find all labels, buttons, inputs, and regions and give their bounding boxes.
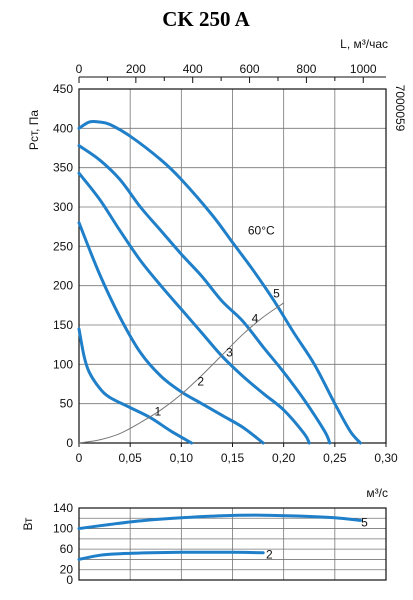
series-line-5: [77, 119, 362, 445]
top-axis-tick-label: 600: [240, 62, 260, 76]
series-line-1: [77, 327, 194, 445]
y-tick-label: 150: [53, 318, 73, 332]
x-tick-label: 0: [76, 451, 83, 465]
top-axis-tick-label: 200: [126, 62, 146, 76]
curve-label: 1: [154, 405, 161, 419]
y-axis-label: Рст, Па: [27, 110, 41, 150]
y-tick-label: 20: [60, 563, 74, 577]
series-line-3: [77, 171, 311, 445]
y-tick-label: 100: [53, 357, 73, 371]
power-plot: 020 60 100 140 5 2: [53, 501, 387, 587]
x-tick-label: 0,30: [374, 451, 398, 465]
temperature-annotation: 60°C: [248, 224, 275, 238]
x-tick-label: 0,20: [272, 451, 296, 465]
y-tick-label: 300: [53, 200, 73, 214]
series-line-4: [77, 144, 332, 445]
curve-label: 5: [273, 287, 280, 301]
plot-frame: [78, 507, 387, 581]
system-curve: [78, 302, 284, 444]
x-tick-label: 0,25: [323, 451, 347, 465]
curve-label: 2: [266, 547, 273, 561]
y-tick-label: 400: [53, 121, 73, 135]
series-line-2: [77, 221, 265, 445]
curve-label: 4: [252, 312, 259, 326]
y-tick-label: 60: [60, 542, 74, 556]
top-axis-label: L, м³/час: [340, 37, 388, 51]
curve-label: 2: [197, 375, 204, 389]
y-tick-label: 100: [53, 522, 73, 536]
y-tick-label: 140: [53, 501, 73, 515]
top-axis-tick-label: 1000: [350, 62, 377, 76]
x-axis-label: м³/с: [366, 486, 388, 500]
series-line-5: [77, 513, 362, 531]
y-tick-label: 0: [66, 436, 73, 450]
code-label: 7000059: [393, 85, 407, 132]
x-tick-label: 0,15: [221, 451, 245, 465]
y-tick-label: 0: [66, 573, 73, 587]
y-tick-label: 250: [53, 239, 73, 253]
x-tick-label: 0,10: [170, 451, 194, 465]
curve-label: 5: [361, 515, 368, 529]
x-tick-label: 0,05: [118, 451, 142, 465]
power-axis-label: Вт: [21, 517, 35, 531]
curve-label: 3: [226, 346, 233, 360]
y-tick-label: 200: [53, 279, 73, 293]
top-axis-tick-label: 0: [76, 62, 83, 76]
chart-title: CK 250 A: [162, 7, 250, 31]
y-tick-label: 50: [60, 397, 74, 411]
y-tick-label: 450: [53, 82, 73, 96]
top-axis-tick-label: 400: [183, 62, 203, 76]
series-line-2: [77, 550, 265, 561]
y-tick-label: 350: [53, 161, 73, 175]
top-axis-tick-label: 800: [296, 62, 316, 76]
